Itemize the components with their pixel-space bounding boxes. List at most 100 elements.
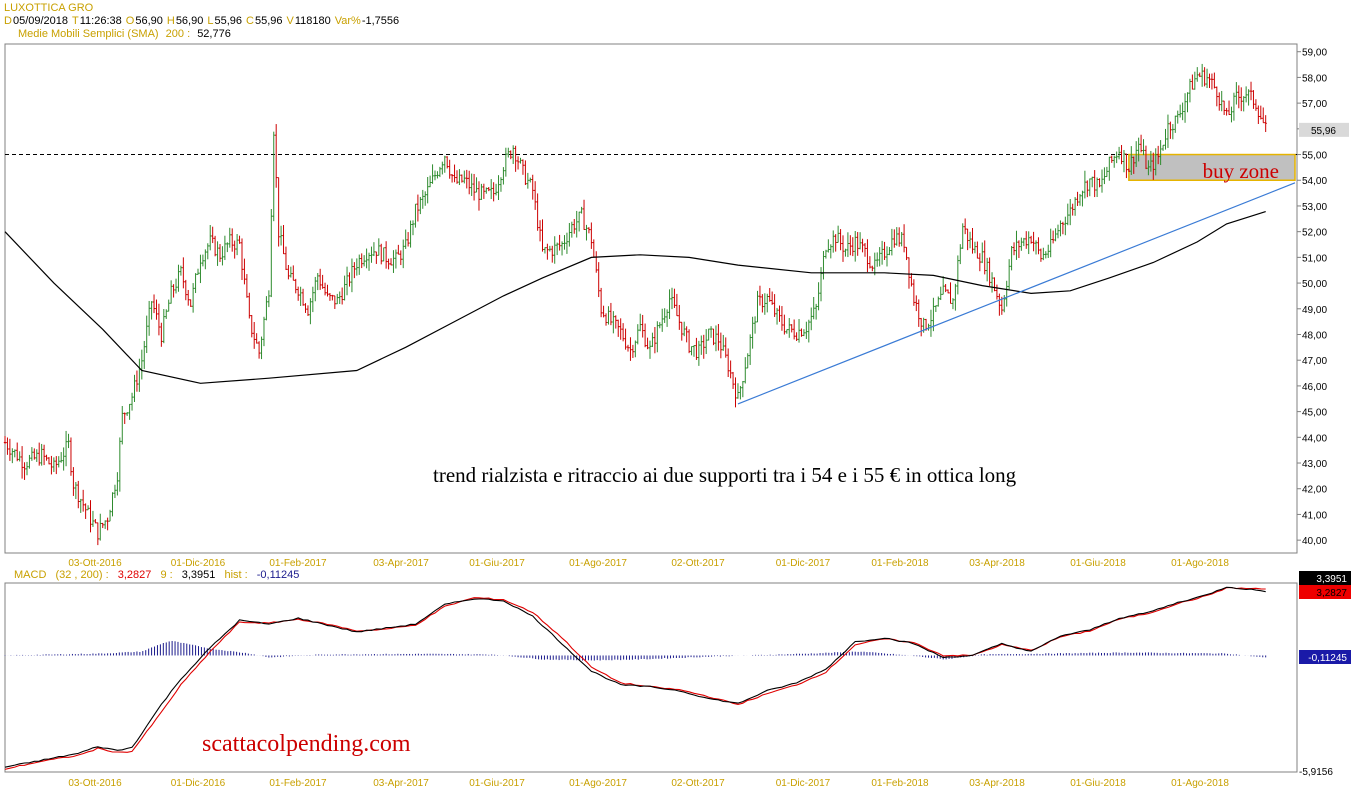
price-bar	[1147, 160, 1150, 176]
price-bar	[621, 323, 625, 342]
price-bar	[331, 294, 334, 301]
price-bar	[599, 287, 603, 318]
price-bar	[746, 353, 749, 369]
price-bar	[1198, 72, 1201, 78]
price-bar	[370, 246, 373, 263]
price-bar	[1064, 216, 1067, 236]
price-bar	[1022, 237, 1026, 247]
price-bar	[494, 183, 498, 196]
watermark: scattacolpending.com	[202, 731, 411, 757]
price-bar	[274, 124, 278, 188]
quote-value: 56,90	[135, 15, 163, 27]
price-bar	[318, 268, 322, 290]
price-bar	[367, 252, 371, 271]
hist-value: -0,11245	[256, 569, 300, 581]
price-bar	[1203, 67, 1206, 87]
price-bar	[431, 164, 434, 184]
price-bar	[384, 241, 388, 269]
price-bar	[597, 262, 600, 298]
price-bar	[235, 234, 239, 256]
hist-label: hist :	[224, 569, 248, 581]
price-bar	[868, 256, 872, 269]
price-bar	[959, 244, 962, 265]
price-bar	[846, 232, 850, 258]
price-bar	[101, 522, 104, 529]
price-bar	[465, 169, 468, 189]
price-bar	[1196, 67, 1199, 82]
price-bar	[1178, 104, 1182, 118]
y-tick-label: 47,00	[1302, 356, 1327, 367]
price-bar	[399, 250, 402, 266]
price-bar	[409, 220, 412, 248]
quote-item: D05/09/2018	[4, 15, 68, 27]
price-bar	[480, 183, 483, 201]
price-bar	[123, 412, 126, 424]
price-bar	[1164, 128, 1167, 150]
price-bar	[1188, 78, 1192, 103]
price-bar	[485, 187, 488, 194]
quote-item: T11:26:38	[72, 15, 122, 27]
price-bar	[394, 249, 398, 269]
price-bar	[1220, 90, 1223, 112]
quote-value: 55,96	[214, 15, 242, 27]
price-bar	[333, 295, 337, 309]
price-bar	[438, 166, 442, 178]
price-bar	[382, 247, 385, 262]
price-bar	[643, 323, 647, 348]
macd-params: (32 , 200) :	[55, 569, 109, 581]
price-bar	[670, 287, 674, 310]
price-bar	[729, 360, 732, 379]
price-bar	[89, 500, 92, 533]
price-bar	[876, 252, 879, 267]
price-bar	[62, 447, 65, 471]
price-bar	[849, 235, 852, 256]
quote-key: O	[125, 15, 135, 27]
quote-item: V118180	[286, 15, 330, 27]
price-bar	[301, 288, 305, 306]
price-bar	[25, 461, 29, 476]
price-bar	[187, 289, 190, 306]
price-bar	[812, 297, 815, 320]
price-bar	[299, 286, 302, 306]
price-bar	[673, 288, 676, 309]
price-bar	[414, 203, 417, 228]
price-bar	[1061, 221, 1065, 235]
price-bar	[511, 145, 515, 164]
price-bar	[426, 177, 429, 204]
price-bar	[1122, 149, 1126, 173]
price-bar	[766, 293, 769, 313]
price-bar	[1051, 230, 1055, 244]
price-bar	[871, 265, 874, 272]
price-bar	[392, 250, 395, 273]
price-bar	[492, 182, 495, 202]
price-bar	[832, 230, 835, 253]
x-tick-label: 03-Ott-2016	[68, 558, 122, 569]
price-bar	[304, 303, 307, 313]
price-bar	[548, 245, 552, 252]
price-bar	[94, 519, 97, 524]
price-bar	[179, 265, 183, 276]
price-bar	[651, 332, 654, 348]
x-tick-label: 01-Ago-2018	[1171, 558, 1229, 569]
y-tick-label: 59,00	[1302, 48, 1327, 59]
price-bar	[626, 344, 630, 352]
price-bar	[607, 306, 610, 325]
price-bar	[389, 258, 393, 266]
last-price-box	[1299, 122, 1349, 137]
price-bar	[116, 472, 119, 496]
price-bar	[641, 314, 644, 338]
price-bar	[1017, 240, 1021, 259]
price-bar	[311, 286, 315, 313]
price-bar	[668, 289, 671, 319]
price-bar	[226, 242, 229, 253]
price-bar	[795, 332, 798, 342]
price-bar	[1032, 231, 1035, 252]
price-bar	[800, 328, 803, 337]
price-bar	[758, 285, 762, 306]
price-bar	[580, 206, 583, 214]
price-bar	[1044, 251, 1047, 259]
price-bar	[16, 442, 19, 462]
price-bar	[482, 183, 486, 199]
price-bar	[778, 305, 781, 322]
price-bar	[780, 306, 784, 331]
